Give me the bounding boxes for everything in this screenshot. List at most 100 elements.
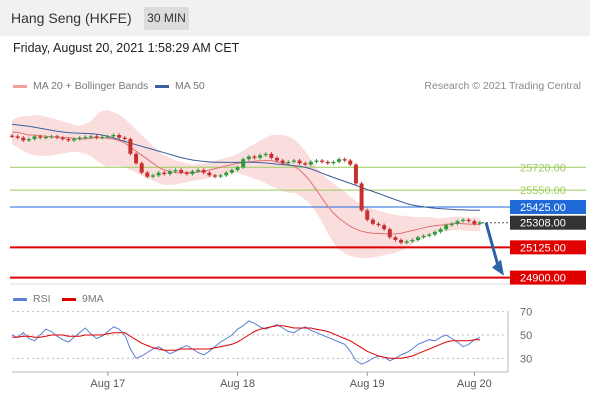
candle-body bbox=[83, 137, 88, 139]
candle-body bbox=[105, 136, 110, 138]
candle-body bbox=[353, 164, 358, 184]
bollinger-swatch bbox=[13, 84, 27, 88]
candle-body bbox=[179, 169, 184, 173]
rsi-swatch bbox=[13, 297, 27, 301]
forecast-arrow-head bbox=[492, 259, 504, 276]
candle-body bbox=[410, 239, 415, 242]
ma50-line bbox=[11, 123, 481, 211]
level-label-pivot-2: 25425.00 bbox=[520, 202, 566, 214]
rsi-tick-label-2: 30 bbox=[520, 353, 532, 365]
candle-body bbox=[438, 229, 443, 232]
rsi-tick-label-1: 50 bbox=[520, 330, 532, 342]
candle-body bbox=[134, 153, 139, 164]
candle-body bbox=[359, 183, 364, 211]
level-tag-last-3 bbox=[510, 215, 586, 230]
candle-body bbox=[235, 167, 240, 170]
candle-body bbox=[427, 234, 432, 236]
candle-body bbox=[15, 136, 20, 138]
candle-body bbox=[55, 136, 60, 138]
level-tag-support-5 bbox=[510, 270, 586, 285]
rsi-tick-label-0: 70 bbox=[520, 307, 532, 319]
candle-body bbox=[111, 134, 116, 137]
legend-rsi-ma-label: 9MA bbox=[82, 293, 104, 305]
candle-body bbox=[156, 172, 161, 176]
candle-body bbox=[229, 169, 234, 173]
legend-rsi-label: RSI bbox=[33, 293, 51, 305]
bollinger-band bbox=[12, 110, 480, 259]
legend-bollinger: MA 20 + Bollinger Bands bbox=[13, 80, 148, 92]
candle-body bbox=[100, 137, 105, 139]
candle-body bbox=[331, 161, 336, 164]
candle-body bbox=[449, 223, 454, 226]
candle-body bbox=[184, 172, 189, 175]
candle-body bbox=[212, 175, 217, 177]
candle-body bbox=[320, 160, 325, 162]
level-tag-pivot-2 bbox=[510, 199, 586, 214]
interval-button[interactable]: 30 MIN bbox=[144, 7, 189, 30]
candle-body bbox=[43, 137, 48, 139]
x-tick-label-0: Aug 17 bbox=[90, 378, 125, 390]
candle-body bbox=[286, 161, 291, 164]
x-tick-label-1: Aug 18 bbox=[220, 378, 255, 390]
level-label-support-4: 25125.00 bbox=[520, 242, 566, 254]
candle-body bbox=[365, 210, 370, 220]
candle-body bbox=[303, 163, 308, 165]
candle-body bbox=[201, 169, 206, 173]
candle-body bbox=[297, 160, 302, 164]
candle-body bbox=[393, 237, 398, 240]
candle-body bbox=[252, 156, 257, 158]
candle-body bbox=[49, 136, 54, 138]
candle-body bbox=[269, 153, 274, 158]
candle-body bbox=[325, 161, 330, 164]
level-label-support-5: 24900.00 bbox=[520, 273, 566, 285]
candle-body bbox=[224, 172, 229, 176]
candle-body bbox=[387, 229, 392, 238]
candle-body bbox=[415, 237, 420, 240]
level-tag-support-4 bbox=[510, 240, 586, 255]
candle-body bbox=[421, 235, 426, 238]
candle-body bbox=[432, 231, 437, 235]
candle-body bbox=[404, 241, 409, 243]
candle-body bbox=[241, 159, 246, 168]
candle-body bbox=[376, 223, 381, 226]
candle-body bbox=[455, 221, 460, 224]
candle-body bbox=[38, 136, 43, 138]
candle-body bbox=[77, 137, 82, 140]
candle-body bbox=[10, 135, 14, 137]
candle-body bbox=[275, 157, 280, 161]
candle-body bbox=[308, 161, 313, 165]
level-label-last-3: 25308.00 bbox=[520, 218, 566, 230]
candle-body bbox=[60, 137, 65, 140]
candle-body bbox=[461, 219, 466, 222]
forecast-arrow-shaft bbox=[484, 222, 500, 267]
candle-body bbox=[128, 139, 133, 154]
candle-body bbox=[94, 136, 99, 138]
candle-body bbox=[122, 137, 127, 140]
rsi-ma-swatch bbox=[62, 297, 76, 301]
candle-body bbox=[207, 172, 212, 176]
rsi-line bbox=[11, 320, 481, 365]
candle-body bbox=[472, 221, 477, 224]
candle-body bbox=[466, 219, 471, 222]
legend-rsi-ma: 9MA bbox=[62, 293, 104, 305]
candle-body bbox=[218, 175, 223, 177]
candle-body bbox=[117, 134, 122, 138]
candle-body bbox=[66, 139, 71, 141]
candle-body bbox=[26, 139, 31, 141]
rsi-ma-line bbox=[12, 325, 480, 359]
candle-body bbox=[196, 169, 201, 172]
candle-body bbox=[348, 160, 353, 165]
legend-bollinger-label: MA 20 + Bollinger Bands bbox=[33, 80, 149, 92]
candle-body bbox=[145, 172, 150, 177]
legend-rsi: RSI bbox=[13, 293, 51, 305]
x-tick-label-2: Aug 19 bbox=[350, 378, 385, 390]
candle-body bbox=[478, 222, 482, 224]
ma50-swatch bbox=[155, 84, 169, 88]
candle-body bbox=[21, 137, 26, 141]
instrument-title: Hang Seng (HKFE) bbox=[11, 10, 132, 26]
candle-body bbox=[139, 163, 144, 173]
candle-body bbox=[246, 156, 251, 160]
x-tick-label-3: Aug 20 bbox=[457, 378, 492, 390]
legend-ma50: MA 50 bbox=[155, 80, 205, 92]
